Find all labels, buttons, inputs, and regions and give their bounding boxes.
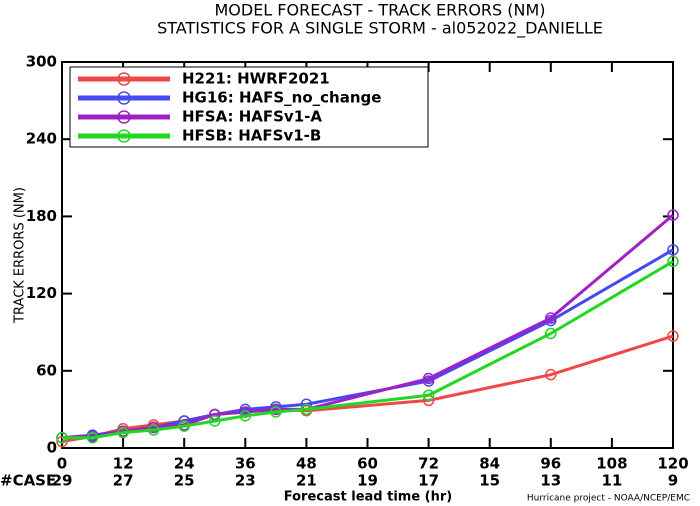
point-marker — [239, 410, 252, 422]
x-tick-label: 120 — [657, 455, 688, 473]
chart-title: MODEL FORECAST - TRACK ERRORS (NM) — [214, 1, 545, 20]
cases-label: #CASE — [0, 472, 56, 490]
y-tick-label: 180 — [26, 207, 57, 225]
y-tick-label: 240 — [26, 130, 57, 148]
point-marker — [422, 389, 435, 401]
x-tick-label: 48 — [296, 455, 317, 473]
point-marker — [209, 415, 221, 427]
legend-marker — [117, 72, 131, 86]
legend-label: H221: HWRF2021 — [182, 70, 330, 88]
x-tick-label: 12 — [113, 455, 134, 473]
series-line — [61, 248, 674, 440]
point-marker — [667, 244, 679, 256]
x-tick-label: 24 — [174, 455, 195, 473]
case-count: 15 — [479, 472, 500, 490]
x-tick-label: 108 — [596, 455, 627, 473]
legend-label: HFSA: HAFSv1-A — [182, 108, 322, 126]
legend-label: HG16: HAFS_no_change — [182, 89, 381, 107]
legend-marker — [117, 129, 131, 143]
y-tick-label: 0 — [47, 439, 57, 457]
point-marker — [422, 372, 435, 385]
case-count: 9 — [668, 472, 678, 490]
legend-marker — [117, 91, 131, 105]
point-marker — [117, 426, 129, 439]
x-tick-label: 0 — [57, 455, 67, 473]
legend-marker — [117, 110, 131, 124]
case-count: 29 — [52, 472, 73, 490]
case-count: 19 — [357, 472, 378, 490]
x-tick-label: 96 — [540, 455, 561, 473]
point-marker — [667, 330, 679, 342]
y-tick-label: 300 — [26, 53, 57, 71]
case-count: 21 — [296, 472, 317, 490]
x-axis-label: Forecast lead time (hr) — [284, 490, 452, 505]
case-count: 13 — [540, 472, 561, 490]
point-marker — [545, 368, 557, 381]
point-marker — [667, 209, 679, 221]
point-marker — [667, 255, 679, 268]
chart-subtitle: STATISTICS FOR A SINGLE STORM - al052022… — [157, 19, 603, 39]
footer: Hurricane project - NOAA/NCEP/EMC — [527, 494, 690, 504]
x-tick-label: 72 — [418, 455, 439, 473]
series-line — [62, 260, 674, 440]
case-count: 25 — [174, 472, 195, 490]
point-marker — [56, 431, 68, 444]
x-tick-label: 36 — [235, 455, 256, 473]
y-axis-label: TRACK ERRORS (NM) — [13, 187, 28, 324]
point-marker — [270, 406, 282, 418]
y-tick-label: 60 — [36, 361, 57, 379]
case-count: 23 — [235, 472, 256, 490]
point-marker — [178, 420, 190, 432]
legend-label: HFSB: HAFSv1-B — [182, 127, 321, 145]
point-marker — [147, 424, 160, 436]
series-line — [61, 334, 674, 444]
case-count: 27 — [113, 472, 134, 490]
y-tick-label: 120 — [26, 284, 57, 302]
point-marker — [86, 431, 99, 444]
point-marker — [545, 312, 557, 324]
case-count: 17 — [418, 472, 439, 490]
x-tick-label: 84 — [479, 455, 500, 473]
x-tick-label: 60 — [357, 455, 378, 473]
case-count: 11 — [601, 472, 622, 490]
point-marker — [300, 403, 313, 416]
point-marker — [545, 327, 557, 340]
